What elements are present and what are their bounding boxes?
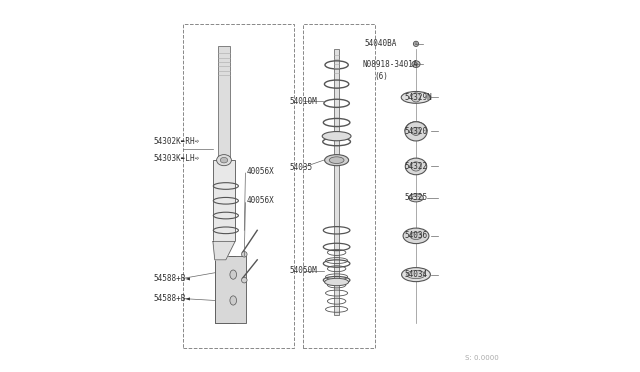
Ellipse shape <box>405 158 427 175</box>
Text: 40056X: 40056X <box>246 196 274 205</box>
Ellipse shape <box>403 228 429 244</box>
Text: 40056X: 40056X <box>246 167 274 176</box>
Ellipse shape <box>322 132 351 141</box>
Ellipse shape <box>411 162 421 171</box>
Ellipse shape <box>405 122 427 141</box>
Ellipse shape <box>324 278 349 286</box>
Text: 54329N: 54329N <box>405 93 433 102</box>
Bar <box>184 23 294 349</box>
Bar <box>215 256 246 323</box>
Text: 54010M: 54010M <box>290 97 317 106</box>
Polygon shape <box>213 241 235 260</box>
Text: 54325: 54325 <box>405 193 428 202</box>
Text: 54588+B◄: 54588+B◄ <box>154 294 191 303</box>
Ellipse shape <box>324 155 349 166</box>
Ellipse shape <box>230 296 237 305</box>
Ellipse shape <box>329 157 344 163</box>
Ellipse shape <box>412 127 420 135</box>
Text: 54035: 54035 <box>290 163 313 172</box>
Ellipse shape <box>412 196 420 200</box>
Ellipse shape <box>414 62 418 65</box>
Text: 54588+B◄: 54588+B◄ <box>154 274 191 283</box>
Ellipse shape <box>407 270 425 279</box>
Ellipse shape <box>220 157 228 163</box>
Ellipse shape <box>410 232 422 240</box>
Text: 54302K➨RH➩: 54302K➨RH➩ <box>154 137 200 146</box>
Ellipse shape <box>412 93 420 102</box>
Text: 54303K➨LH➩: 54303K➨LH➩ <box>154 154 200 163</box>
Ellipse shape <box>413 41 419 46</box>
Text: 54322: 54322 <box>405 162 428 171</box>
Ellipse shape <box>415 43 417 45</box>
Text: N08918-3401A: N08918-3401A <box>362 60 418 69</box>
Bar <box>218 46 230 167</box>
Bar <box>303 23 376 349</box>
Text: 54320: 54320 <box>405 127 428 136</box>
Ellipse shape <box>412 61 420 67</box>
Ellipse shape <box>408 194 424 202</box>
Ellipse shape <box>241 278 247 283</box>
Text: 54040BA: 54040BA <box>364 39 397 48</box>
Ellipse shape <box>401 92 431 103</box>
Text: 54034: 54034 <box>405 270 428 279</box>
Text: (6): (6) <box>374 72 388 81</box>
Bar <box>213 160 235 241</box>
Ellipse shape <box>230 270 237 279</box>
Ellipse shape <box>241 251 247 257</box>
Ellipse shape <box>216 155 232 166</box>
Bar <box>334 49 339 315</box>
Ellipse shape <box>401 267 430 282</box>
Bar <box>215 256 235 323</box>
Text: 54050M: 54050M <box>290 266 317 275</box>
Text: 54036: 54036 <box>405 231 428 240</box>
Text: S: 0.0000: S: 0.0000 <box>465 355 499 361</box>
